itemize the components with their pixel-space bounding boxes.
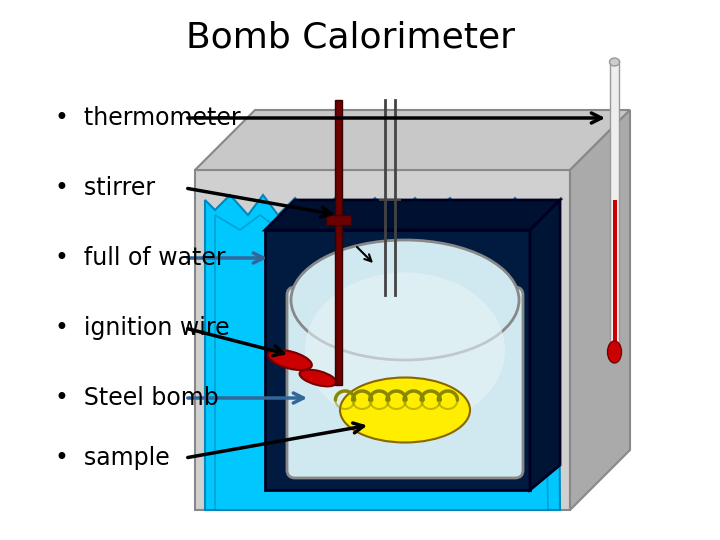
- Text: Bomb Calorimeter: Bomb Calorimeter: [186, 21, 515, 55]
- FancyBboxPatch shape: [287, 287, 523, 478]
- Polygon shape: [265, 230, 530, 490]
- Text: •  full of water: • full of water: [55, 246, 225, 270]
- Text: •  sample: • sample: [55, 446, 170, 470]
- Bar: [613, 200, 617, 345]
- Text: •  ignition wire: • ignition wire: [55, 316, 230, 340]
- Polygon shape: [570, 110, 630, 510]
- Ellipse shape: [300, 370, 336, 386]
- Polygon shape: [215, 215, 548, 510]
- Polygon shape: [265, 200, 560, 230]
- Ellipse shape: [610, 58, 619, 66]
- Bar: [610, 60, 619, 350]
- Bar: [326, 215, 351, 225]
- Ellipse shape: [305, 273, 505, 428]
- Ellipse shape: [268, 350, 312, 370]
- Bar: [335, 100, 342, 385]
- Text: •  Steel bomb: • Steel bomb: [55, 386, 219, 410]
- Ellipse shape: [340, 377, 470, 442]
- Ellipse shape: [291, 240, 519, 360]
- Polygon shape: [195, 170, 570, 510]
- Text: •  stirrer: • stirrer: [55, 176, 155, 200]
- Polygon shape: [530, 200, 560, 490]
- Ellipse shape: [608, 341, 621, 363]
- Polygon shape: [195, 110, 630, 170]
- Polygon shape: [205, 195, 560, 510]
- Text: •  thermometer: • thermometer: [55, 106, 240, 130]
